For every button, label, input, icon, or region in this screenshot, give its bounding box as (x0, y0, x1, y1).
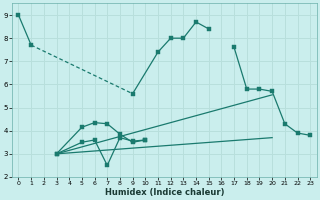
X-axis label: Humidex (Indice chaleur): Humidex (Indice chaleur) (105, 188, 224, 197)
